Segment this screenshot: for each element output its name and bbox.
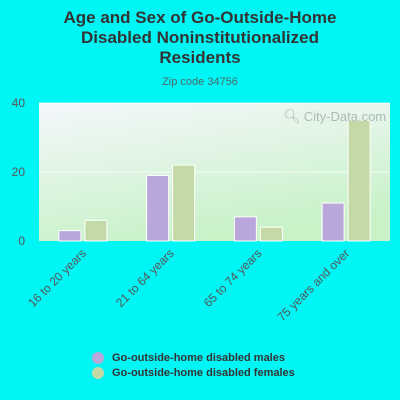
bar-females-2 <box>259 226 283 242</box>
bar-females-0 <box>84 219 108 242</box>
x-tick-label: 16 to 20 years <box>25 246 89 310</box>
legend-item-males: Go-outside-home disabled males <box>92 350 295 365</box>
magnifier-icon: 🔍︎ <box>283 108 301 124</box>
chart-title-line-3: Residents <box>159 48 241 67</box>
y-tick-label: 40 <box>12 96 26 110</box>
chart-title: Age and Sex of Go-Outside-Home Disabled … <box>0 8 400 68</box>
legend-label-females: Go-outside-home disabled females <box>112 366 295 379</box>
bar-males-1 <box>146 174 170 242</box>
chart-title-line-2: Disabled Noninstitutionalized <box>80 28 319 47</box>
bar-females-3 <box>347 119 371 242</box>
x-tick-labels: 16 to 20 years 21 to 64 years 65 to 74 yea… <box>25 246 352 324</box>
watermark: 🔍︎ City-Data.com <box>283 108 386 125</box>
x-tick-label: 21 to 64 years <box>113 246 177 310</box>
bar-males-0 <box>58 230 82 242</box>
y-tick-label: 0 <box>18 234 25 248</box>
legend-swatch-males <box>92 351 104 364</box>
legend-item-females: Go-outside-home disabled females <box>92 365 295 380</box>
chart-subtitle: Zip code 34756 <box>162 76 238 88</box>
chart-title-line-1: Age and Sex of Go-Outside-Home <box>63 8 337 27</box>
watermark-text: City-Data.com <box>303 109 387 124</box>
x-tick-label: 65 to 74 years <box>201 246 265 310</box>
bar-males-2 <box>233 216 257 242</box>
gridlines <box>39 102 390 173</box>
y-tick-label: 20 <box>12 165 26 179</box>
legend-swatch-females <box>92 366 104 379</box>
bars <box>58 119 371 242</box>
y-tick-labels: 0 20 40 <box>12 96 26 248</box>
legend: Go-outside-home disabled males Go-outsid… <box>92 350 295 380</box>
x-tick-label: 75 years and over <box>274 246 352 324</box>
legend-label-males: Go-outside-home disabled males <box>112 351 285 364</box>
bar-females-1 <box>172 164 196 242</box>
bar-males-3 <box>321 202 345 242</box>
